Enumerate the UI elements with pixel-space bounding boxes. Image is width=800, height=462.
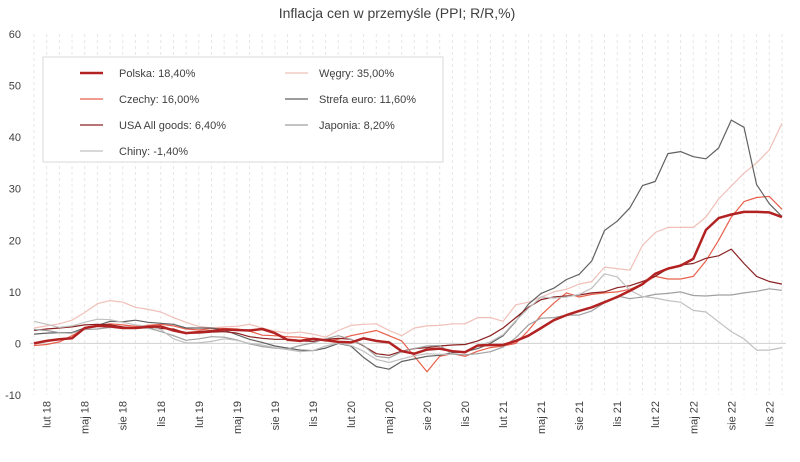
y-tick-label: 40 bbox=[9, 132, 21, 144]
y-tick-label: 10 bbox=[9, 287, 21, 299]
x-tick-label: lut 20 bbox=[346, 401, 358, 428]
legend-box bbox=[42, 56, 444, 163]
x-tick-label: lis 20 bbox=[460, 401, 472, 427]
x-tick-label: maj 20 bbox=[384, 401, 396, 434]
x-tick-label: maj 18 bbox=[80, 401, 92, 434]
x-tick-label: lis 21 bbox=[612, 401, 624, 427]
legend-label: Chiny: -1,40% bbox=[119, 146, 188, 158]
y-tick-label: 60 bbox=[9, 29, 21, 41]
series-line bbox=[33, 248, 783, 356]
x-tick-label: maj 21 bbox=[536, 401, 548, 434]
series-line bbox=[33, 288, 783, 359]
chart-title: Inflacja cen w przemyśle (PPI; R/R,%) bbox=[279, 5, 516, 21]
legend-label: Czechy: 16,00% bbox=[119, 94, 199, 106]
series-line bbox=[33, 122, 783, 338]
y-tick-label: 30 bbox=[9, 184, 21, 196]
x-tick-label: lis 22 bbox=[764, 401, 776, 427]
x-tick-label: maj 19 bbox=[232, 401, 244, 434]
x-tick-label: sie 22 bbox=[726, 401, 738, 430]
legend-label: Węgry: 35,00% bbox=[319, 68, 394, 80]
x-tick-label: lis 18 bbox=[156, 401, 168, 427]
y-tick-label: 20 bbox=[9, 235, 21, 247]
x-tick-label: sie 18 bbox=[118, 401, 130, 430]
legend: Polska: 18,40% Węgry: 35,00% Czechy: 16,00… bbox=[42, 56, 444, 163]
legend-label: Polska: 18,40% bbox=[119, 68, 196, 80]
x-tick-label: lut 18 bbox=[42, 401, 54, 428]
x-tick-label: sie 19 bbox=[270, 401, 282, 430]
x-tick-label: lis 19 bbox=[308, 401, 320, 427]
x-tick-label: lut 21 bbox=[498, 401, 510, 428]
x-tick-label: sie 21 bbox=[574, 401, 586, 430]
y-tick-label: -10 bbox=[5, 390, 21, 402]
series-line bbox=[33, 210, 783, 355]
series-line bbox=[33, 195, 783, 373]
legend-label: Japonia: 8,20% bbox=[319, 120, 395, 132]
x-tick-label: sie 20 bbox=[422, 401, 434, 430]
series-line bbox=[33, 273, 783, 364]
y-tick-label: 0 bbox=[15, 338, 21, 350]
axes: -10 0 10 20 30 40 50 60 lut 18 maj 18 sie 18 lis 18… bbox=[5, 29, 786, 434]
legend-label: USA All goods: 6,40% bbox=[119, 120, 226, 132]
series-lines bbox=[33, 119, 783, 373]
y-tick-label: 50 bbox=[9, 81, 21, 93]
x-tick-label: lut 19 bbox=[194, 401, 206, 428]
x-tick-label: lut 22 bbox=[650, 401, 662, 428]
x-tick-label: maj 22 bbox=[688, 401, 700, 434]
series-line bbox=[33, 119, 783, 370]
legend-label: Strefa euro: 11,60% bbox=[319, 94, 416, 106]
